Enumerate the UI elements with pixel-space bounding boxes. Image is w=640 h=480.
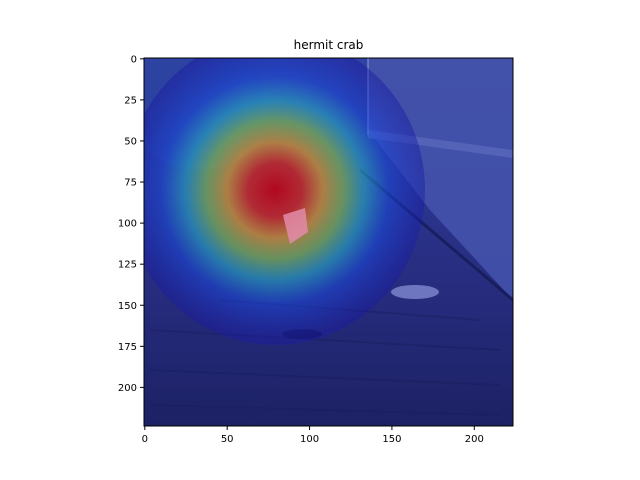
y-tick-label-4: 100 (118, 219, 137, 230)
y-tick-label-6: 150 (118, 301, 137, 312)
y-tick-label-0: 0 (131, 54, 137, 65)
x-tick-label-1: 50 (221, 434, 234, 445)
x-tick-label-3: 150 (382, 434, 401, 445)
y-tick-label-2: 50 (124, 136, 137, 147)
x-tick-label-2: 100 (300, 434, 319, 445)
chart-title: hermit crab (294, 38, 364, 52)
y-tick-label-8: 200 (118, 383, 137, 394)
x-tick-label-0: 0 (142, 434, 148, 445)
x-tick-label-4: 200 (465, 434, 484, 445)
y-tick-label-5: 125 (118, 260, 137, 271)
y-tick-label-1: 25 (124, 95, 137, 106)
scene-pink-object (283, 208, 308, 244)
axes-frame (143, 57, 514, 427)
cool-tint (144, 58, 513, 426)
y-tick-label-7: 175 (118, 342, 137, 353)
scene-ground-object (391, 285, 439, 299)
heatmap-overlay (144, 58, 425, 345)
x-axis: 0 50 100 150 200 (142, 426, 484, 445)
y-tick-label-3: 75 (124, 178, 137, 189)
y-axis: 0 25 50 75 100 125 150 175 200 (118, 54, 144, 394)
heatmap-image (144, 58, 513, 426)
